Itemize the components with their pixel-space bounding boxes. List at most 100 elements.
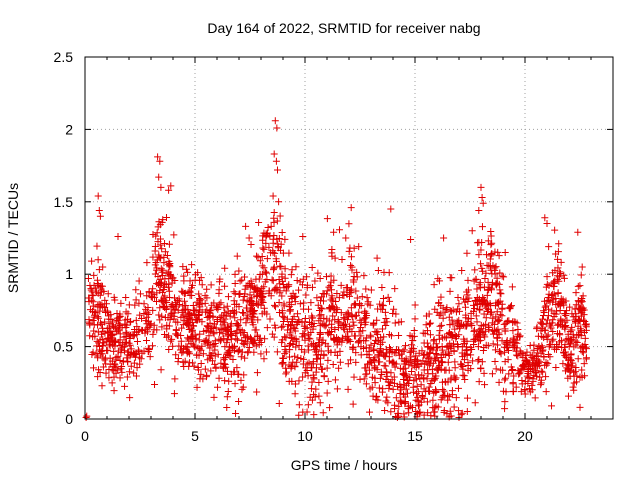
- data-point: [375, 384, 383, 392]
- data-point: [257, 301, 265, 309]
- data-point: [221, 360, 229, 368]
- data-point: [200, 327, 208, 335]
- data-point: [241, 354, 249, 362]
- data-point: [255, 275, 263, 283]
- data-point: [334, 337, 342, 345]
- data-point: [235, 321, 243, 329]
- data-point: [244, 349, 252, 357]
- data-point: [300, 299, 308, 307]
- data-point: [165, 332, 173, 340]
- data-point: [293, 276, 301, 284]
- data-point: [279, 358, 287, 366]
- data-point: [286, 339, 294, 347]
- data-point: [172, 351, 180, 359]
- data-point: [549, 328, 557, 336]
- data-point: [435, 363, 443, 371]
- data-point: [194, 344, 202, 352]
- data-point: [477, 183, 485, 191]
- data-point: [563, 364, 571, 372]
- data-point: [126, 318, 134, 326]
- data-point: [270, 209, 278, 217]
- data-point: [282, 368, 290, 376]
- data-point: [269, 277, 277, 285]
- data-point: [238, 327, 246, 335]
- data-point: [425, 383, 433, 391]
- data-point: [298, 318, 306, 326]
- data-point: [429, 396, 437, 404]
- data-point: [328, 292, 336, 300]
- data-point: [379, 295, 387, 303]
- data-point: [487, 241, 495, 249]
- data-point: [258, 284, 266, 292]
- data-point: [231, 270, 239, 278]
- data-point: [460, 295, 468, 303]
- data-point: [414, 397, 422, 405]
- data-point: [158, 323, 166, 331]
- data-point: [293, 321, 301, 329]
- data-point: [557, 258, 565, 266]
- data-point: [384, 378, 392, 386]
- data-point: [250, 307, 258, 315]
- data-point: [280, 314, 288, 322]
- data-point: [236, 290, 244, 298]
- data-point: [105, 315, 113, 323]
- data-point: [191, 343, 199, 351]
- data-point: [249, 282, 257, 290]
- data-point: [401, 364, 409, 372]
- data-point: [267, 292, 275, 300]
- data-point: [272, 255, 280, 263]
- data-point: [136, 311, 144, 319]
- data-point: [558, 337, 566, 345]
- data-point: [235, 397, 243, 405]
- data-point: [172, 326, 180, 334]
- data-point: [277, 240, 285, 248]
- data-point: [502, 388, 510, 396]
- data-point: [326, 404, 334, 412]
- data-point: [452, 394, 460, 402]
- data-point: [443, 304, 451, 312]
- data-point: [183, 334, 191, 342]
- data-point: [166, 262, 174, 270]
- data-point: [451, 325, 459, 333]
- data-point: [102, 369, 110, 377]
- data-point: [281, 235, 289, 243]
- data-point: [276, 280, 284, 288]
- data-point: [144, 304, 152, 312]
- data-point: [533, 325, 541, 333]
- data-point: [571, 316, 579, 324]
- data-point: [125, 339, 133, 347]
- data-point: [570, 372, 578, 380]
- data-point: [189, 335, 197, 343]
- data-point: [400, 346, 408, 354]
- data-point: [265, 243, 273, 251]
- data-point: [414, 388, 422, 396]
- data-point: [89, 348, 97, 356]
- data-point: [424, 366, 432, 374]
- data-point: [489, 330, 497, 338]
- data-point: [424, 357, 432, 365]
- data-point: [435, 311, 443, 319]
- data-point: [500, 273, 508, 281]
- data-point: [210, 330, 218, 338]
- data-point: [450, 372, 458, 380]
- data-point: [195, 301, 203, 309]
- data-point: [305, 334, 313, 342]
- data-point: [577, 271, 585, 279]
- data-point: [358, 293, 366, 301]
- data-point: [344, 360, 352, 368]
- data-point: [123, 373, 131, 381]
- data-point: [312, 385, 320, 393]
- data-point: [537, 318, 545, 326]
- data-point: [423, 375, 431, 383]
- data-point: [430, 281, 438, 289]
- data-point: [113, 328, 121, 336]
- data-point: [412, 352, 420, 360]
- data-point: [280, 300, 288, 308]
- data-point: [458, 320, 466, 328]
- data-point: [279, 312, 287, 320]
- data-point: [496, 311, 504, 319]
- data-point: [554, 289, 562, 297]
- data-point: [288, 295, 296, 303]
- data-point: [110, 347, 118, 355]
- data-point: [272, 157, 280, 165]
